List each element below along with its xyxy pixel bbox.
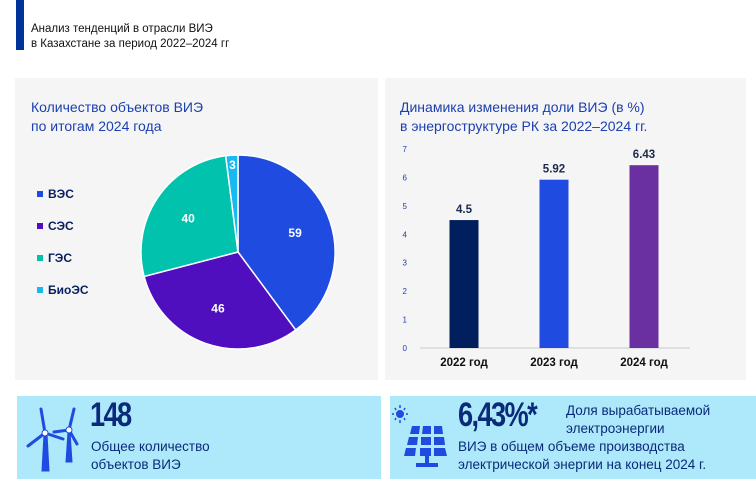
legend-item: ГЭС <box>37 242 89 274</box>
bar-title: Динамика изменения доли ВИЭ (в %) в энер… <box>400 98 647 136</box>
stat-card-total: 148 Общее количество объектов ВИЭ <box>17 396 381 479</box>
wind-turbine-icon <box>26 407 79 472</box>
legend-label: ВЭС <box>48 187 74 201</box>
bar-2022 год <box>449 220 479 348</box>
total-label-line1: Общее количество <box>91 439 210 454</box>
y-tick-label: 7 <box>403 145 408 154</box>
legend-item: БиоЭС <box>37 274 89 306</box>
page-header: Анализ тенденций в отрасли ВИЭ в Казахст… <box>31 22 229 52</box>
bar-data-label: 6.43 <box>633 149 655 161</box>
bar-2023 год <box>539 179 569 348</box>
x-tick-label: 2024 год <box>620 357 668 369</box>
pie-data-label: 40 <box>181 211 195 225</box>
header-line1: Анализ тенденций в отрасли ВИЭ <box>31 23 213 35</box>
bar-title-line1: Динамика изменения доли ВИЭ (в %) <box>400 99 645 115</box>
pie-title-line2: по итогам 2024 года <box>31 118 162 134</box>
x-tick-label: 2022 год <box>440 357 488 369</box>
bar-chart: 0 1 2 3 4 5 6 7 4.5 2022 год 5.92 2023 год 6.43 2024 … <box>403 145 690 369</box>
y-tick-label: 3 <box>403 259 408 268</box>
legend-swatch <box>37 255 43 261</box>
y-tick-label: 0 <box>403 344 408 353</box>
legend-label: ГЭС <box>48 251 73 265</box>
total-count-value: 148 <box>90 396 132 434</box>
bar-data-label: 4.5 <box>456 204 473 216</box>
legend-swatch <box>37 287 43 293</box>
bar-2024 год <box>629 165 659 348</box>
legend-swatch <box>37 191 43 197</box>
pie-legend: ВЭС СЭС ГЭС БиоЭС <box>37 178 89 306</box>
share-label-line2: электроэнергии <box>566 421 665 436</box>
share-label-line1: Доля вырабатываемой <box>566 403 711 418</box>
pie-data-label: 59 <box>288 226 302 240</box>
pie-title-line1: Количество объектов ВИЭ <box>31 99 204 115</box>
y-tick-label: 1 <box>403 316 408 325</box>
stat-card-share: 6,43%* Доля вырабатываемой электроэнерги… <box>390 396 756 479</box>
bar-title-line2: в энергоструктуре РК за 2022–2024 гг. <box>400 118 648 134</box>
y-tick-label: 4 <box>403 230 408 239</box>
legend-item: СЭС <box>37 210 89 242</box>
pie-data-label: 3 <box>229 158 236 172</box>
pie-chart: 59 46 40 3 <box>140 154 336 350</box>
bar-data-label: 5.92 <box>543 164 565 176</box>
y-tick-label: 5 <box>403 202 408 211</box>
share-label-line3: ВИЭ в общем объеме производства <box>458 439 685 454</box>
x-tick-label: 2023 год <box>530 357 578 369</box>
legend-swatch <box>37 223 43 229</box>
share-label-line4: электрической энергии на конец 2024 г. <box>458 457 707 472</box>
pie-slice-1 <box>143 251 297 350</box>
solar-panel-icon <box>392 405 447 467</box>
pie-slice-3 <box>224 154 239 253</box>
total-count-label: Общее количество объектов ВИЭ <box>91 438 210 474</box>
total-label-line2: объектов ВИЭ <box>91 457 181 472</box>
pie-data-label: 46 <box>211 302 225 316</box>
share-label-top: Доля вырабатываемой электроэнергии <box>566 402 710 438</box>
header-accent-bar <box>16 0 24 50</box>
pie-title: Количество объектов ВИЭ по итогам 2024 г… <box>31 98 203 136</box>
y-tick-label: 2 <box>403 287 408 296</box>
share-value: 6,43%* <box>458 396 538 434</box>
pie-slice-0 <box>237 154 336 332</box>
pie-slice-2 <box>140 154 239 278</box>
share-label-bottom: ВИЭ в общем объеме производства электрич… <box>458 438 706 474</box>
y-tick-label: 6 <box>403 173 408 182</box>
header-line2: в Казахстане за период 2022–2024 гг <box>31 38 230 50</box>
legend-label: БиоЭС <box>48 283 89 297</box>
legend-label: СЭС <box>48 219 74 233</box>
legend-item: ВЭС <box>37 178 89 210</box>
